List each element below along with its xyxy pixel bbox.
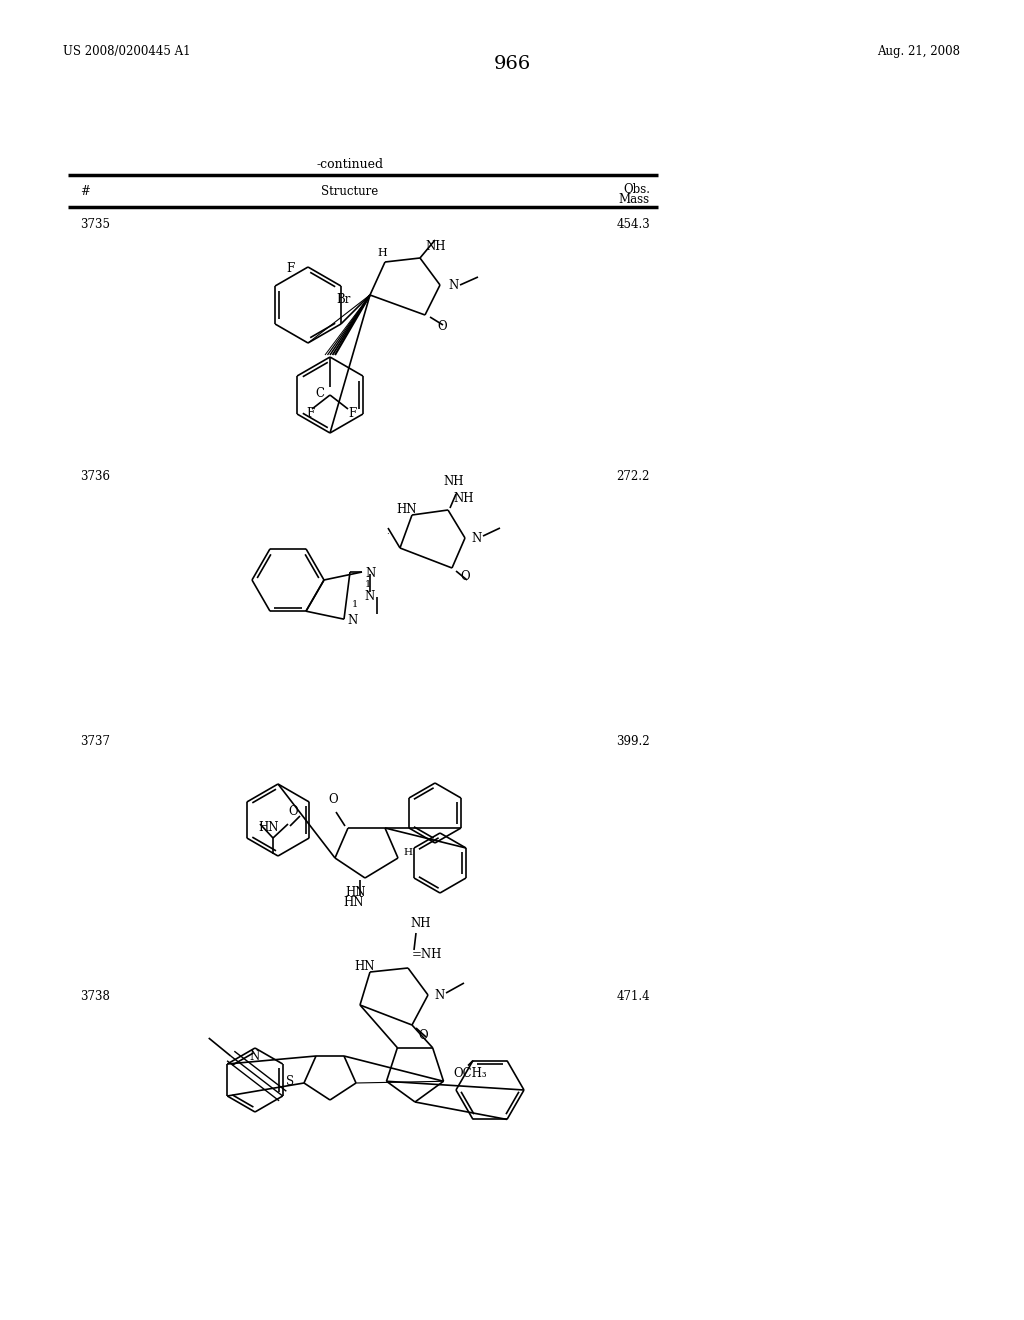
Text: N: N — [434, 989, 444, 1002]
Text: H: H — [403, 847, 412, 857]
Text: N: N — [365, 568, 375, 579]
Text: -continued: -continued — [316, 158, 384, 172]
Text: HN: HN — [345, 886, 366, 899]
Text: HN: HN — [258, 821, 279, 834]
Text: =NH: =NH — [412, 948, 442, 961]
Text: HN: HN — [354, 960, 375, 973]
Text: C: C — [315, 387, 325, 400]
Text: Br: Br — [336, 293, 350, 306]
Text: NH: NH — [443, 475, 464, 488]
Text: Aug. 21, 2008: Aug. 21, 2008 — [877, 45, 961, 58]
Text: F: F — [286, 261, 294, 275]
Text: 3737: 3737 — [80, 735, 110, 748]
Text: NH: NH — [453, 492, 473, 506]
Text: O: O — [288, 805, 298, 818]
Text: 3735: 3735 — [80, 218, 110, 231]
Text: 3736: 3736 — [80, 470, 110, 483]
Text: OCH₃: OCH₃ — [453, 1067, 486, 1080]
Text: US 2008/0200445 A1: US 2008/0200445 A1 — [63, 45, 190, 58]
Text: HN: HN — [343, 896, 364, 909]
Text: N: N — [364, 590, 374, 603]
Text: N: N — [449, 279, 459, 292]
Text: 3738: 3738 — [80, 990, 110, 1003]
Text: H: H — [377, 248, 387, 257]
Text: N: N — [347, 614, 357, 627]
Text: S: S — [286, 1074, 294, 1088]
Text: NH: NH — [425, 240, 445, 253]
Text: NH: NH — [410, 917, 430, 931]
Text: 399.2: 399.2 — [616, 735, 650, 748]
Text: O: O — [460, 570, 470, 583]
Text: O: O — [418, 1030, 428, 1041]
Text: 272.2: 272.2 — [616, 470, 650, 483]
Text: HN: HN — [396, 503, 417, 516]
Text: Obs.: Obs. — [623, 183, 650, 195]
Text: Mass: Mass — [618, 193, 650, 206]
Text: 1: 1 — [352, 601, 358, 609]
Text: #: # — [80, 185, 90, 198]
Text: 454.3: 454.3 — [616, 218, 650, 231]
Text: ·: · — [386, 531, 389, 539]
Text: F: F — [348, 407, 356, 420]
Text: 471.4: 471.4 — [616, 990, 650, 1003]
Text: O: O — [437, 319, 446, 333]
Text: 1: 1 — [365, 579, 372, 589]
Text: N: N — [471, 532, 481, 545]
Text: N: N — [249, 1049, 259, 1063]
Text: 966: 966 — [494, 55, 530, 73]
Text: Structure: Structure — [322, 185, 379, 198]
Text: O: O — [328, 793, 338, 807]
Text: F: F — [306, 407, 314, 420]
